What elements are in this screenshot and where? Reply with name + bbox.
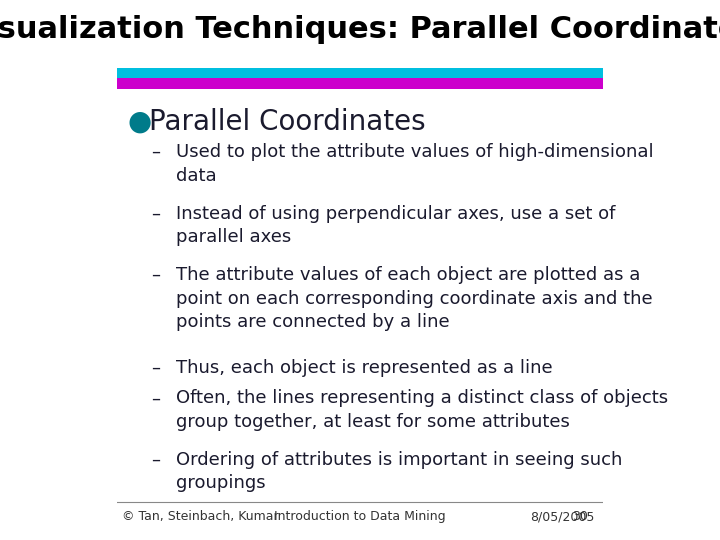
Text: –: –: [151, 389, 161, 407]
Bar: [117, 78, 603, 89]
Text: –: –: [151, 359, 161, 376]
Text: Used to plot the attribute values of high-dimensional
data: Used to plot the attribute values of hig…: [176, 143, 653, 185]
Text: © Tan, Steinbach, Kumar: © Tan, Steinbach, Kumar: [122, 510, 279, 523]
Text: Ordering of attributes is important in seeing such
groupings: Ordering of attributes is important in s…: [176, 451, 622, 492]
Text: Often, the lines representing a distinct class of objects
group together, at lea: Often, the lines representing a distinct…: [176, 389, 667, 431]
Text: –: –: [151, 266, 161, 284]
Text: Parallel Coordinates: Parallel Coordinates: [149, 108, 426, 136]
Text: –: –: [151, 143, 161, 161]
Text: –: –: [151, 451, 161, 469]
Text: Introduction to Data Mining: Introduction to Data Mining: [274, 510, 446, 523]
Text: The attribute values of each object are plotted as a
point on each corresponding: The attribute values of each object are …: [176, 266, 652, 332]
Text: ●: ●: [127, 108, 151, 136]
Bar: [117, 68, 603, 78]
Text: 8/05/2005: 8/05/2005: [530, 510, 594, 523]
Text: –: –: [151, 205, 161, 222]
Text: Instead of using perpendicular axes, use a set of
parallel axes: Instead of using perpendicular axes, use…: [176, 205, 615, 246]
Text: Visualization Techniques: Parallel Coordinates: Visualization Techniques: Parallel Coord…: [0, 15, 720, 44]
Text: Thus, each object is represented as a line: Thus, each object is represented as a li…: [176, 359, 552, 376]
Text: 30: 30: [572, 510, 588, 523]
